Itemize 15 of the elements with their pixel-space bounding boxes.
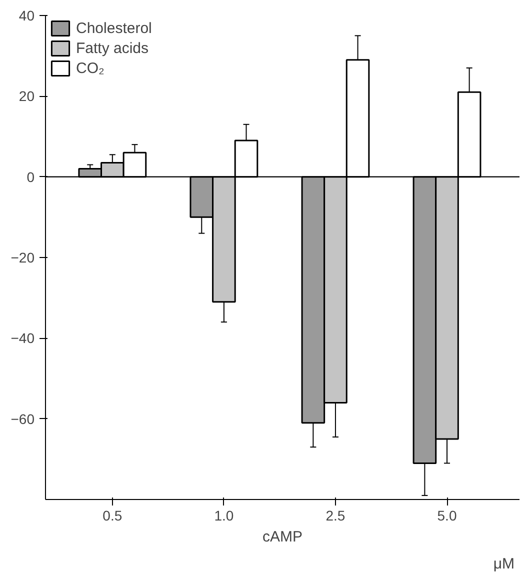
text: μM xyxy=(493,556,515,572)
y-tick-label: 40 xyxy=(18,8,35,24)
y-tick-label: 20 xyxy=(18,88,35,104)
y-tick-label: −60 xyxy=(10,410,35,427)
legend-label: Cholesterol xyxy=(76,20,152,36)
legend-label: Fatty acids xyxy=(76,40,149,56)
x-tick-label: 5.0 xyxy=(437,508,457,524)
legend-label: CO₂ xyxy=(76,60,104,76)
y-tick-label: 0 xyxy=(26,168,35,185)
x-tick-label: 2.5 xyxy=(326,508,346,524)
x-tick-label: 0.5 xyxy=(102,508,122,524)
y-tick-label: −40 xyxy=(10,330,35,346)
x-tick-label: 1.0 xyxy=(214,508,234,524)
y-tick-label: −20 xyxy=(10,250,35,266)
x-axis-title: cAMP xyxy=(262,528,303,546)
